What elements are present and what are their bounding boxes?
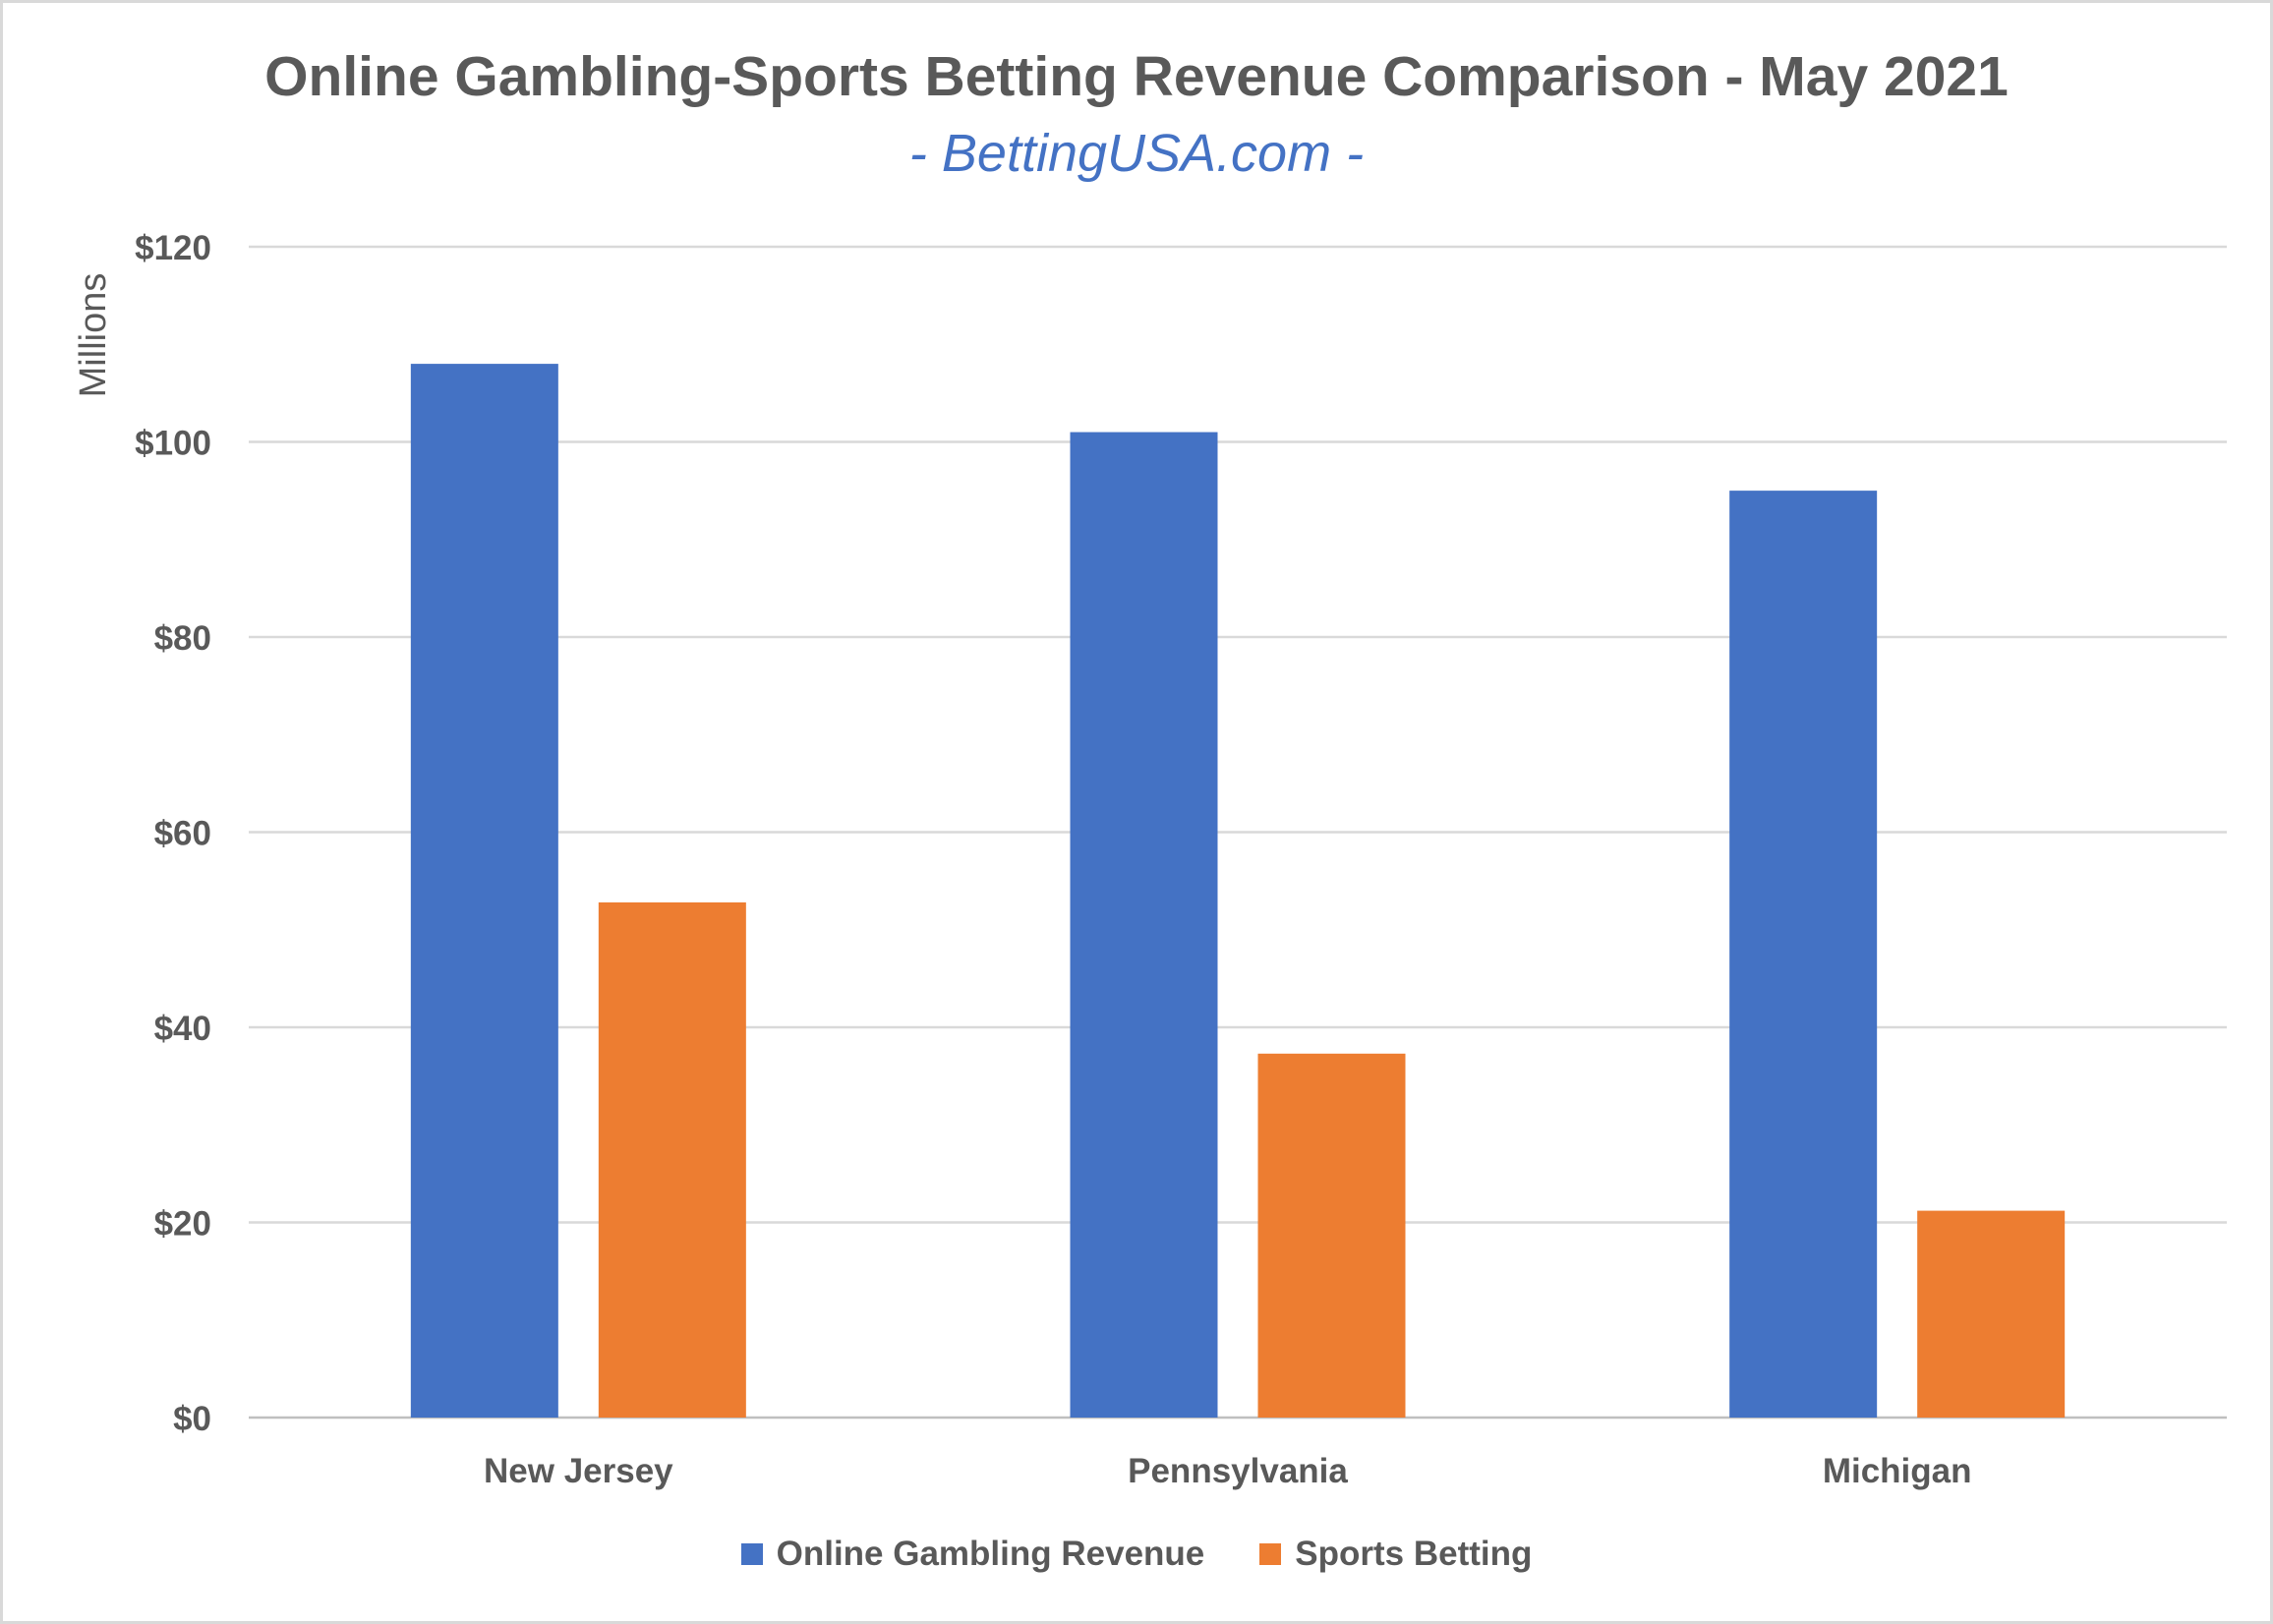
x-axis-tick-labels: New Jersey Pennsylvania Michigan (484, 1452, 1971, 1490)
y-tick-label: $40 (154, 1010, 211, 1048)
bar-new-jersey-sports-betting (598, 901, 746, 1418)
bars (410, 364, 2066, 1419)
y-tick-label: $60 (154, 815, 211, 853)
bar-new-jersey-online-gambling-revenue (410, 364, 558, 1419)
y-tick-label: $80 (154, 619, 211, 658)
y-tick-label: $120 (135, 229, 211, 267)
legend: Online Gambling Revenue Sports Betting (3, 1535, 2270, 1574)
gridlines (249, 245, 2227, 1420)
legend-label-online-gambling: Online Gambling Revenue (776, 1535, 1205, 1573)
legend-label-sports-betting: Sports Betting (1295, 1535, 1533, 1573)
chart-subtitle: - BettingUSA.com - (908, 124, 1365, 183)
legend-swatch-sports-betting (1259, 1543, 1282, 1565)
x-tick-label: Pennsylvania (1128, 1452, 1348, 1490)
y-tick-label: $100 (135, 425, 211, 463)
legend-swatch-online-gambling (740, 1543, 763, 1565)
bar-michigan-online-gambling-revenue (1729, 491, 1878, 1418)
y-axis-label: Millions (73, 273, 114, 398)
x-tick-label: New Jersey (484, 1452, 673, 1490)
bar-pennsylvania-sports-betting (1257, 1053, 1406, 1418)
y-tick-label: $20 (154, 1205, 211, 1244)
chart-title: Online Gambling-Sports Betting Revenue C… (264, 45, 2009, 108)
bar-michigan-sports-betting (1917, 1210, 2066, 1418)
y-tick-label: $0 (173, 1400, 211, 1438)
y-axis-tick-labels: $0 $20 $40 $60 $80 $100 $120 (135, 229, 211, 1438)
bar-chart-plot: $0 $20 $40 $60 $80 $100 $120 New Jersey Pennsyl… (73, 229, 2227, 1490)
legend-item-online-gambling: Online Gambling Revenue (740, 1535, 1205, 1574)
bar-pennsylvania-online-gambling-revenue (1070, 432, 1218, 1418)
x-tick-label: Michigan (1823, 1452, 1972, 1490)
legend-item-sports-betting: Sports Betting (1259, 1535, 1532, 1574)
